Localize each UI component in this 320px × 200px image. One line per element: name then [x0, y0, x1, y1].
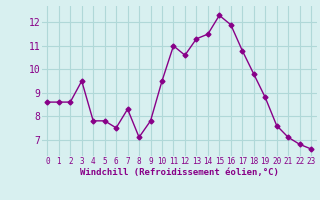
X-axis label: Windchill (Refroidissement éolien,°C): Windchill (Refroidissement éolien,°C)	[80, 168, 279, 177]
